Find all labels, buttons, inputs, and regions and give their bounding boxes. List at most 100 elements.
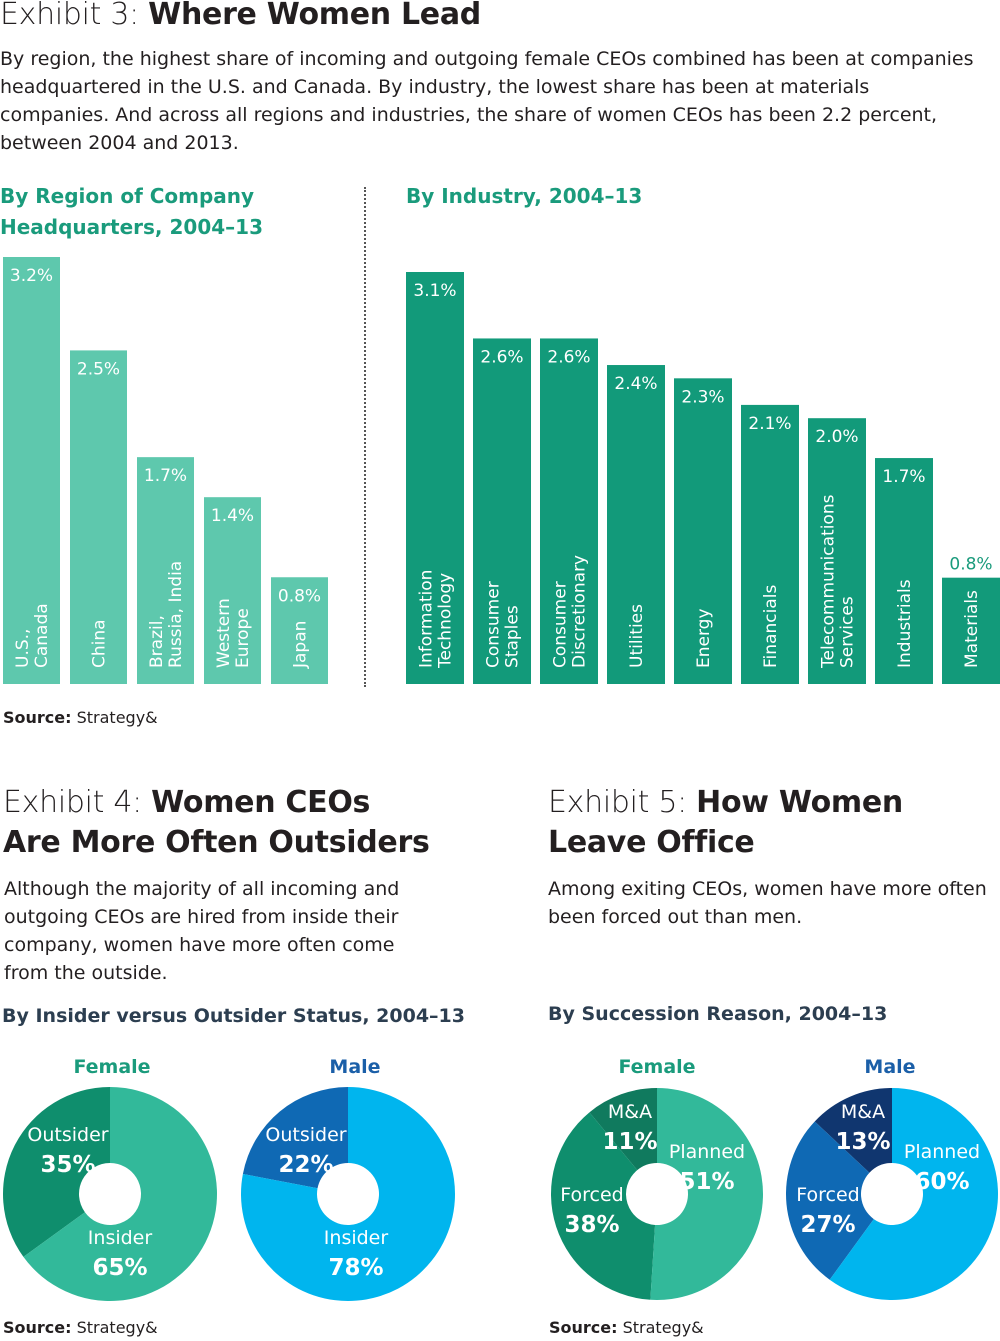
exhibit3-title: Exhibit 3: Where Women Lead	[0, 0, 481, 35]
succession-female-slice-value: 38%	[564, 1212, 619, 1238]
industry-value-label: 2.6%	[547, 347, 590, 367]
industry-chart-title: By Industry, 2004–13	[406, 184, 643, 208]
industry-category-label: Industrials	[895, 579, 915, 668]
insider-female-slice-value: 65%	[92, 1255, 147, 1281]
succession-male-slice-label: Forced	[796, 1184, 859, 1206]
industry-category-line: Information	[417, 570, 437, 668]
succession-female-slice	[589, 1088, 657, 1171]
region-bar	[3, 257, 60, 684]
exhibit4-source-value: Strategy&	[71, 1318, 158, 1337]
insider-female-slice-label: Outsider	[27, 1124, 108, 1146]
exhibit5-title-line2: Leave Office	[548, 825, 755, 860]
region-value-label: 0.8%	[278, 586, 321, 606]
exhibit4-title-line1: Women CEOs	[151, 785, 371, 820]
region-chart-title: By Region of Company Headquarters, 2004–…	[0, 181, 263, 243]
industry-bar	[741, 404, 799, 684]
industry-value-label: 2.1%	[748, 414, 791, 434]
succession-chart-title: By Succession Reason, 2004–13	[548, 1003, 888, 1025]
exhibit3-prefix: Exhibit 3:	[0, 0, 149, 32]
exhibit5-intro: Among exiting CEOs, women have more ofte…	[548, 878, 987, 928]
region-bar	[271, 577, 328, 684]
industry-category-line: Industrials	[895, 579, 915, 668]
succession-female-slice-value: 51%	[679, 1169, 734, 1195]
insider-male-slice	[242, 1087, 348, 1189]
industry-value-label: 2.4%	[614, 374, 657, 394]
succession-female-slice	[650, 1088, 763, 1300]
industry-category-label: Consumer Staples	[484, 581, 523, 668]
succession-female-slice	[551, 1112, 656, 1300]
exhibit4-prefix: Exhibit 4:	[3, 785, 152, 820]
industry-value-label: 2.0%	[815, 427, 858, 447]
region-category-line: Europe	[233, 608, 253, 668]
succession-female-slice-label: Forced	[560, 1184, 623, 1206]
region-bar-chart: 3.2% U.S., Canada 2.5% China 1.7% Brazil, Russi…	[3, 257, 328, 684]
industry-bar	[875, 458, 933, 684]
industry-value-label: 3.1%	[413, 281, 456, 301]
succession-male-slice-value: 27%	[800, 1212, 855, 1238]
industry-category-label: Energy	[694, 608, 714, 668]
succession-male-slice	[786, 1121, 874, 1280]
industry-category-line: Discretionary	[570, 555, 590, 668]
exhibit5-title-line1: How Women	[696, 785, 903, 820]
industry-category-line: Consumer	[551, 581, 571, 668]
insider-female-slice-value: 35%	[40, 1152, 95, 1178]
industry-bar	[808, 418, 866, 684]
industry-category-line: Utilities	[627, 604, 647, 668]
succession-male-slice-value: 60%	[914, 1169, 969, 1195]
industry-category-label: Telecommunications Services	[819, 494, 858, 669]
region-chart-title-line2: Headquarters, 2004–13	[0, 215, 263, 239]
region-bar	[204, 497, 261, 684]
industry-category-line: Energy	[694, 608, 714, 668]
exhibit5-source-value: Strategy&	[617, 1318, 704, 1337]
region-category-line: Brazil,	[147, 615, 167, 668]
industry-bar	[942, 577, 1000, 684]
exhibit5-source-label: Source:	[549, 1318, 618, 1337]
succession-male-group-title: Male	[864, 1056, 915, 1078]
region-category-line: U.S.,	[13, 629, 33, 668]
exhibit3-title-text: Where Women Lead	[148, 0, 481, 32]
exhibit4-title: Exhibit 4: Women CEOs Are More Often Out…	[3, 783, 430, 863]
succession-male-slice-label: Planned	[904, 1141, 980, 1163]
region-category-label: China	[90, 619, 110, 668]
industry-category-line: Materials	[962, 590, 982, 668]
region-value-label: 2.5%	[77, 359, 120, 379]
industry-category-line: Technology	[436, 573, 456, 669]
exhibit4-source: Source: Strategy&	[3, 1318, 158, 1337]
industry-value-label: 2.6%	[480, 347, 523, 367]
succession-female-slice-label: M&A	[608, 1101, 652, 1123]
insider-male-group-title: Male	[329, 1056, 380, 1078]
region-value-label: 1.4%	[211, 506, 254, 526]
exhibit3-source: Source: Strategy&	[3, 708, 158, 727]
exhibit3-source-value: Strategy&	[71, 708, 158, 727]
region-bar	[70, 350, 127, 684]
succession-male-slice-value: 13%	[835, 1129, 890, 1155]
region-category-line: Russia, India	[166, 561, 186, 668]
region-category-label: Brazil, Russia, India	[147, 561, 186, 668]
succession-female-slice-label: Planned	[669, 1141, 745, 1163]
industry-category-line: Services	[838, 596, 858, 668]
industry-category-line: Staples	[503, 605, 523, 668]
succession-female-slice-value: 11%	[602, 1129, 657, 1155]
insider-male-slice-value: 22%	[278, 1152, 333, 1178]
exhibit5-prefix: Exhibit 5:	[548, 785, 697, 820]
industry-bar	[674, 378, 732, 684]
insider-pie-charts: Female Male Outsider 35% Insider 65% Outsider 2…	[3, 1056, 455, 1301]
chart-divider	[364, 187, 366, 687]
industry-bar	[406, 272, 464, 684]
industry-bar	[473, 338, 531, 684]
industry-bar	[540, 338, 598, 684]
succession-pie-charts: Female Male M&A 11% Forced 38% Planned 51% M&A 13…	[551, 1056, 998, 1300]
industry-bar	[607, 365, 665, 684]
industry-category-line: Financials	[761, 585, 781, 668]
succession-male-slice-label: M&A	[841, 1101, 885, 1123]
industry-category-label: Consumer Discretionary	[551, 555, 590, 668]
exhibit4-title-line2: Are More Often Outsiders	[3, 825, 430, 860]
exhibit4-source-label: Source:	[3, 1318, 72, 1337]
region-category-label: U.S., Canada	[13, 603, 52, 668]
industry-category-label: Financials	[761, 585, 781, 668]
insider-male-slice-value: 78%	[328, 1255, 383, 1281]
region-bar	[137, 457, 194, 684]
region-category-label: Japan	[291, 621, 311, 669]
succession-male-slice	[814, 1088, 892, 1173]
